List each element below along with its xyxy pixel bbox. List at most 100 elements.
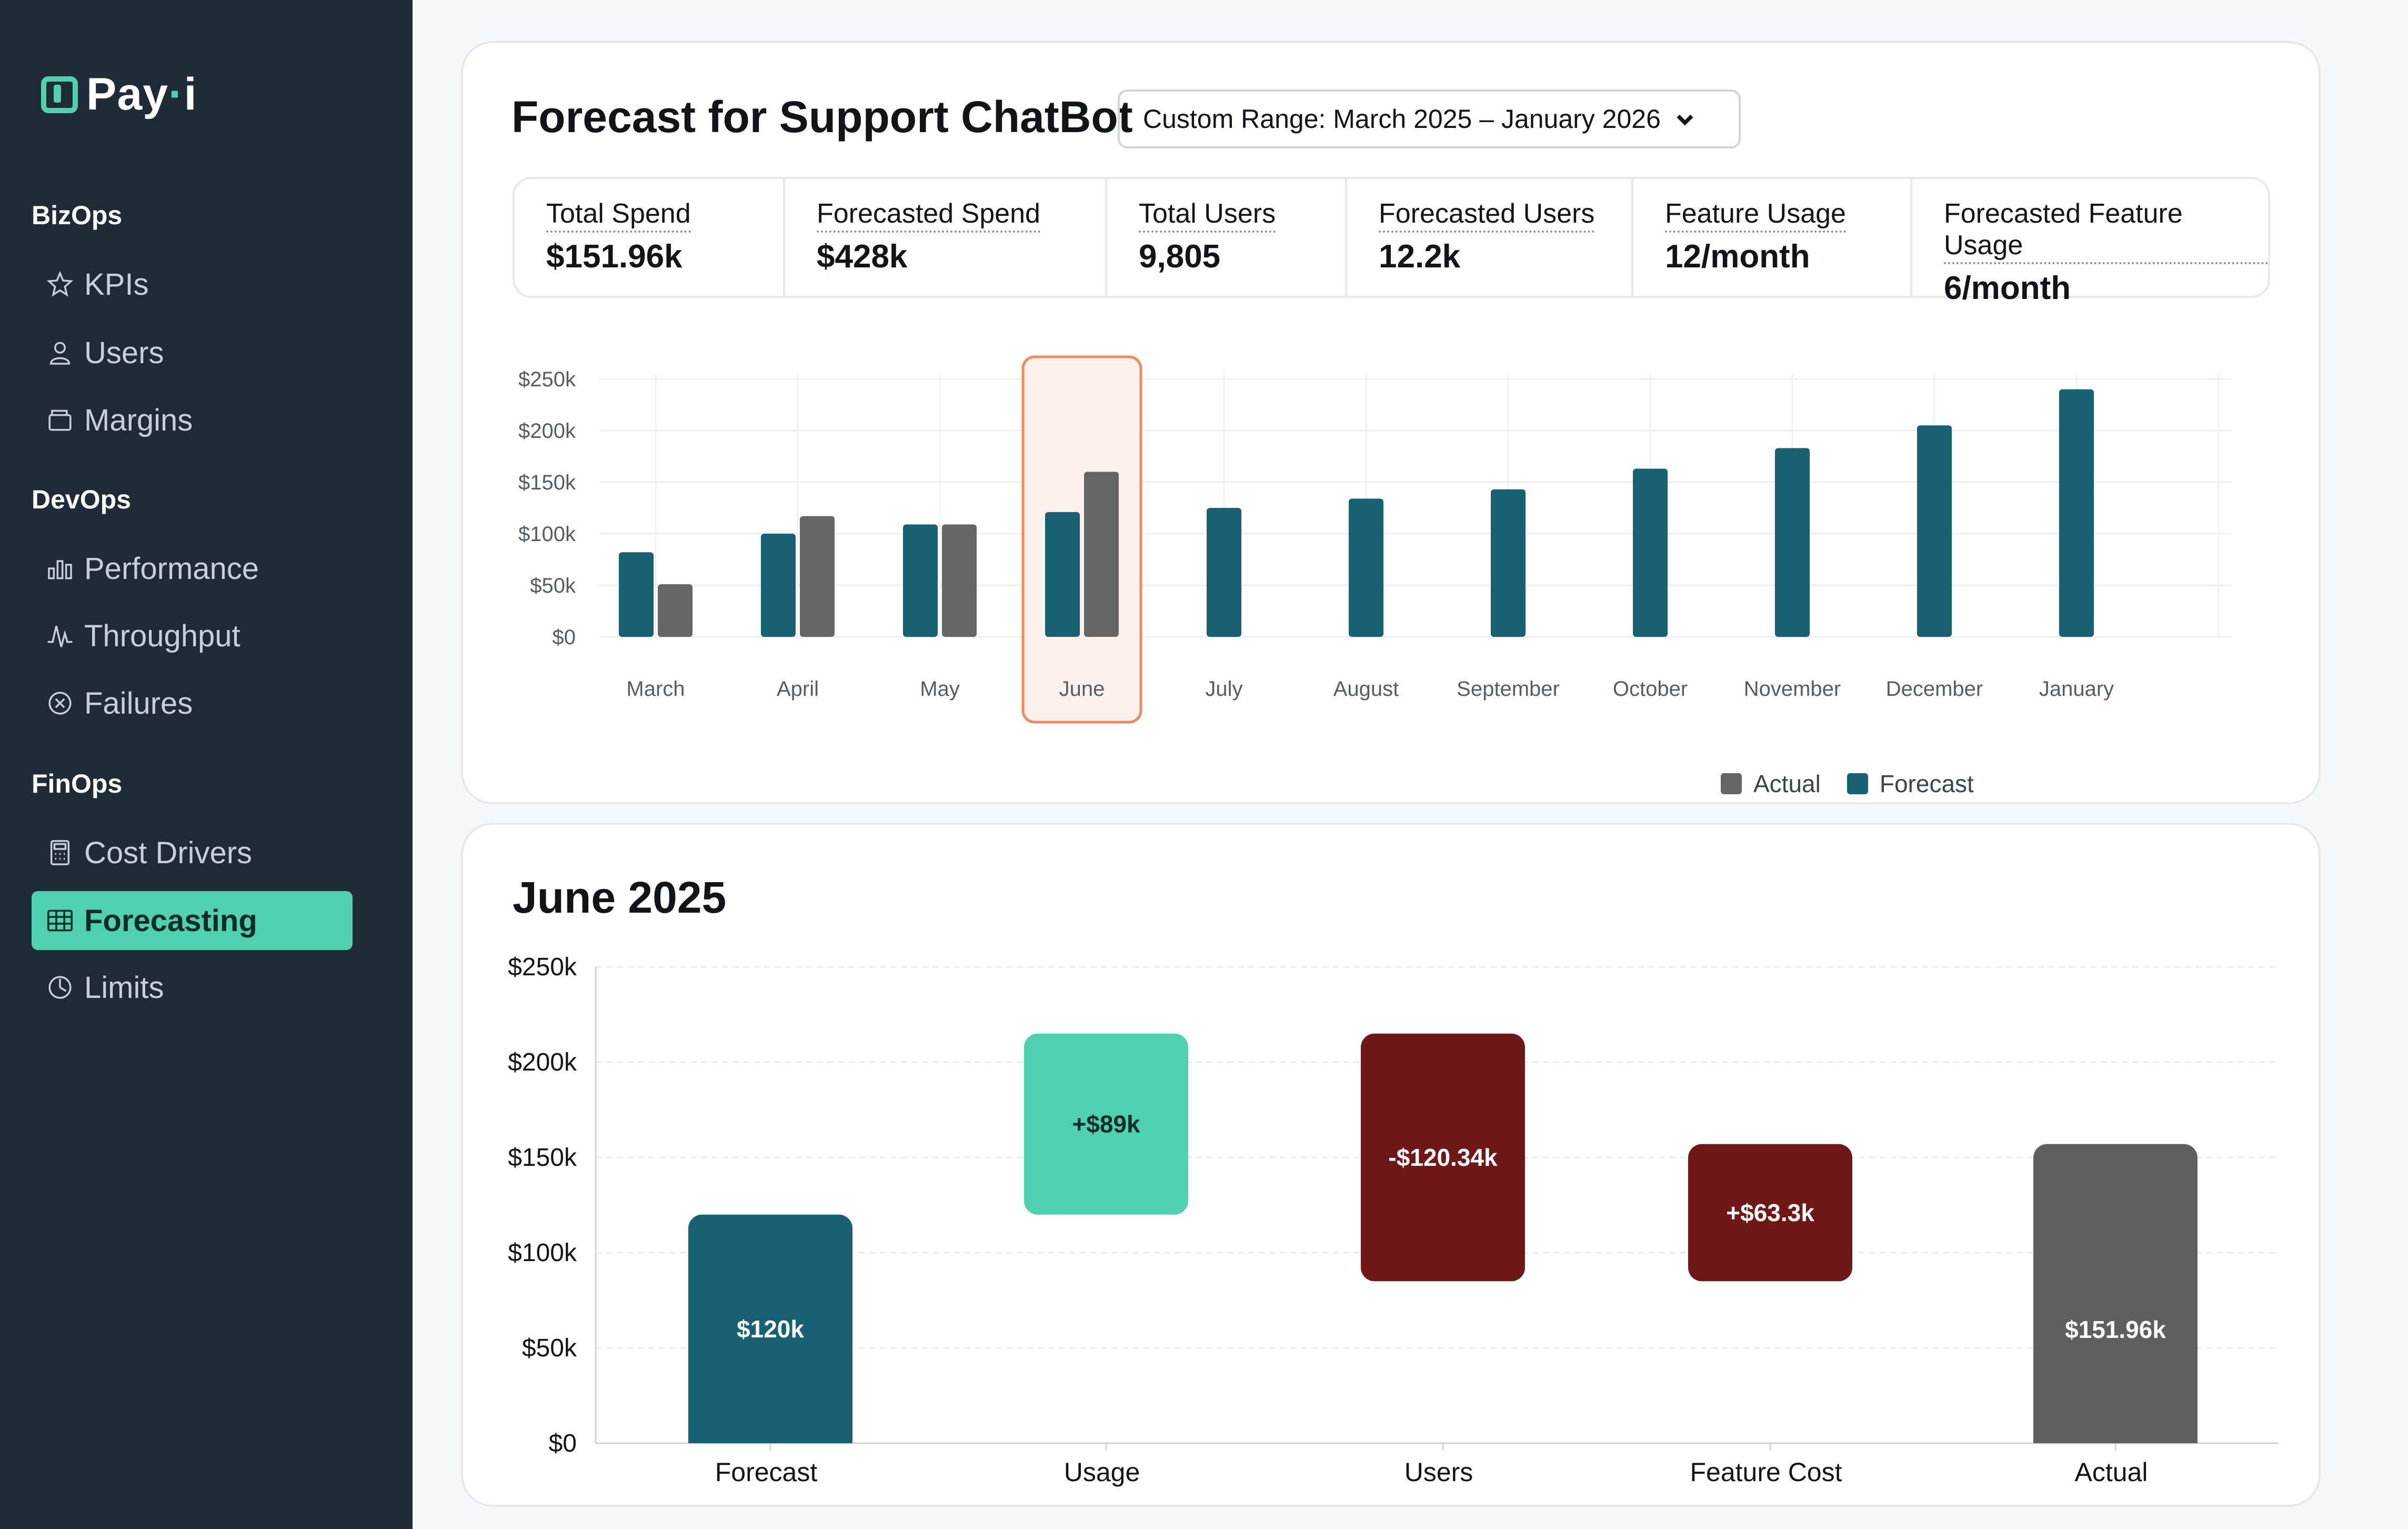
x-tick-label: June bbox=[1059, 677, 1105, 701]
bar-forecast-october[interactable] bbox=[1633, 468, 1668, 637]
stat-total-users: Total Users 9,805 bbox=[1107, 179, 1347, 296]
sidebar-item-forecasting[interactable]: Forecasting bbox=[32, 891, 353, 950]
sidebar-item-label: Users bbox=[84, 335, 164, 370]
stat-value: 6/month bbox=[1944, 270, 2071, 306]
x-tick-label: Usage bbox=[1064, 1457, 1140, 1487]
x-tick-label: Users bbox=[1404, 1457, 1473, 1487]
logo-icon bbox=[41, 76, 78, 113]
sidebar-item-cost-drivers[interactable]: Cost Drivers bbox=[32, 823, 353, 882]
bar-forecast-september[interactable] bbox=[1491, 489, 1526, 637]
x-circle-icon bbox=[45, 688, 75, 718]
section-title-finops: FinOps bbox=[32, 769, 123, 798]
bar-forecast-july[interactable] bbox=[1207, 508, 1241, 637]
sidebar-item-label: Margins bbox=[84, 403, 193, 437]
y-tick-label: $50k bbox=[530, 574, 576, 597]
legend-label: Forecast bbox=[1879, 770, 1974, 797]
y-tick-label: $150k bbox=[508, 1144, 577, 1172]
sidebar-item-label: KPIs bbox=[84, 267, 149, 302]
stat-value: $151.96k bbox=[546, 238, 683, 275]
sidebar-item-failures[interactable]: Failures bbox=[32, 674, 353, 733]
sidebar-item-performance[interactable]: Performance bbox=[32, 539, 353, 598]
stat-label[interactable]: Forecasted Feature Usage bbox=[1944, 198, 2268, 264]
stat-label[interactable]: Forecasted Users bbox=[1379, 198, 1595, 233]
bar-forecast-december[interactable] bbox=[1917, 425, 1952, 637]
stats-bar: Total Spend $151.96k Forecasted Spend $4… bbox=[513, 177, 2270, 306]
waterfall-bar-users[interactable] bbox=[1361, 1033, 1525, 1282]
sidebar-item-margins[interactable]: Margins bbox=[32, 391, 353, 449]
waterfall-value-label: $151.96k bbox=[2065, 1316, 2166, 1343]
bar-actual-may[interactable] bbox=[942, 524, 977, 637]
stat-label[interactable]: Forecasted Spend bbox=[817, 198, 1040, 233]
bar-forecast-august[interactable] bbox=[1349, 498, 1383, 637]
stat-total-spend: Total Spend $151.96k bbox=[515, 179, 785, 296]
legend-item-forecast[interactable]: Forecast bbox=[1847, 770, 1974, 798]
legend-label: Actual bbox=[1753, 770, 1821, 797]
x-tick-label: Forecast bbox=[715, 1457, 818, 1487]
y-tick-label: $200k bbox=[518, 419, 576, 443]
y-tick-label: $150k bbox=[518, 471, 576, 494]
y-tick-label: $100k bbox=[508, 1239, 577, 1267]
star-icon bbox=[45, 269, 75, 299]
sidebar-item-throughput[interactable]: Throughput bbox=[32, 606, 353, 665]
chevron-down-icon bbox=[1677, 114, 1693, 126]
y-tick-label: $250k bbox=[508, 953, 577, 981]
table-icon bbox=[45, 906, 75, 935]
x-tick-label: August bbox=[1333, 677, 1399, 701]
calculator-icon bbox=[45, 838, 75, 867]
waterfall-bar-base bbox=[688, 1427, 852, 1443]
bar-forecast-april[interactable] bbox=[761, 534, 796, 637]
sidebar-item-limits[interactable]: Limits bbox=[32, 958, 353, 1017]
waterfall-value-label: +$63.3k bbox=[1726, 1199, 1814, 1226]
stat-label[interactable]: Total Spend bbox=[546, 198, 691, 233]
sidebar-item-label: Performance bbox=[84, 551, 259, 586]
stat-forecasted-spend: Forecasted Spend $428k bbox=[785, 179, 1107, 296]
stat-value: 12/month bbox=[1665, 238, 1810, 275]
x-tick-label: Feature Cost bbox=[1690, 1457, 1842, 1487]
x-tick-label: September bbox=[1457, 677, 1560, 701]
wallet-icon bbox=[45, 405, 75, 435]
stat-label[interactable]: Total Users bbox=[1139, 198, 1276, 233]
waterfall-chart-svg: $0 $50k $100k $150k $200k $250k $120k Forecast +… bbox=[508, 953, 2279, 1487]
forecast-title: Forecast for Support ChatBot bbox=[511, 92, 1133, 142]
pulse-icon bbox=[45, 621, 75, 651]
bar-forecast-november[interactable] bbox=[1775, 448, 1810, 637]
brand-logo[interactable]: Pay·i bbox=[41, 68, 197, 121]
breakdown-card: June 2025 $0 $50k $100k $150k $200k $250k $120… bbox=[461, 823, 2321, 1507]
waterfall-bar-forecast[interactable] bbox=[688, 1214, 852, 1443]
x-tick-label: May bbox=[920, 677, 960, 701]
section-title-bizops: BizOps bbox=[32, 201, 123, 230]
bar-forecast-january[interactable] bbox=[2059, 389, 2094, 637]
bar-actual-april[interactable] bbox=[800, 516, 835, 637]
sidebar-item-kpis[interactable]: KPIs bbox=[32, 255, 353, 314]
bar-forecast-may[interactable] bbox=[903, 524, 938, 637]
waterfall-bar-feature-cost[interactable] bbox=[1688, 1144, 1852, 1282]
sidebar-item-label: Limits bbox=[84, 970, 164, 1005]
waterfall-value-label: $120k bbox=[737, 1315, 804, 1343]
y-tick-label: $200k bbox=[508, 1048, 577, 1076]
gauge-icon bbox=[45, 973, 75, 1002]
legend-item-actual[interactable]: Actual bbox=[1721, 770, 1821, 798]
date-range-dropdown[interactable]: Custom Range: March 2025 – January 2026 bbox=[1118, 89, 1741, 148]
bar-actual-june[interactable] bbox=[1084, 472, 1119, 637]
sidebar-item-label: Forecasting bbox=[84, 903, 257, 938]
highlight-june[interactable] bbox=[1021, 355, 1142, 724]
section-title-devops: DevOps bbox=[32, 485, 131, 514]
y-tick-label: $50k bbox=[522, 1334, 577, 1362]
sidebar-item-users[interactable]: Users bbox=[32, 323, 353, 382]
x-tick-label: Actual bbox=[2075, 1457, 2148, 1487]
bar-actual-march[interactable] bbox=[658, 584, 693, 637]
brand-name: Pay·i bbox=[86, 69, 197, 119]
stat-feature-usage: Feature Usage 12/month bbox=[1633, 179, 1912, 296]
x-tick-label: April bbox=[777, 677, 819, 701]
stat-label[interactable]: Feature Usage bbox=[1665, 198, 1846, 233]
waterfall-bar-actual[interactable] bbox=[2033, 1144, 2198, 1443]
waterfall-bar-usage[interactable] bbox=[1024, 1033, 1188, 1215]
bar-forecast-june[interactable] bbox=[1045, 512, 1080, 637]
x-tick-label: March bbox=[626, 677, 685, 701]
legend-swatch-forecast bbox=[1847, 773, 1868, 794]
bar-forecast-march[interactable] bbox=[619, 552, 654, 637]
stat-forecasted-users: Forecasted Users 12.2k bbox=[1347, 179, 1633, 296]
forecast-bar-chart-svg: $0 $50k $100k $150k $200k $250k March April May J… bbox=[518, 355, 2231, 724]
x-tick-label: December bbox=[1886, 677, 1983, 701]
legend-swatch-actual bbox=[1721, 773, 1742, 794]
